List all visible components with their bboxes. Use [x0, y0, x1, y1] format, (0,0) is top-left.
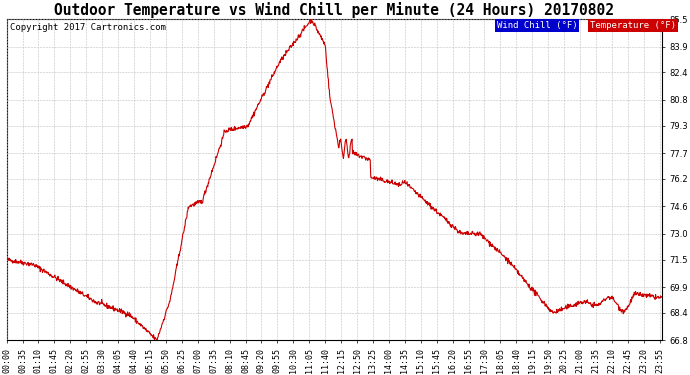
Text: Wind Chill (°F): Wind Chill (°F): [497, 21, 578, 30]
Text: Copyright 2017 Cartronics.com: Copyright 2017 Cartronics.com: [10, 23, 166, 32]
Title: Outdoor Temperature vs Wind Chill per Minute (24 Hours) 20170802: Outdoor Temperature vs Wind Chill per Mi…: [54, 2, 614, 18]
Text: Temperature (°F): Temperature (°F): [590, 21, 676, 30]
